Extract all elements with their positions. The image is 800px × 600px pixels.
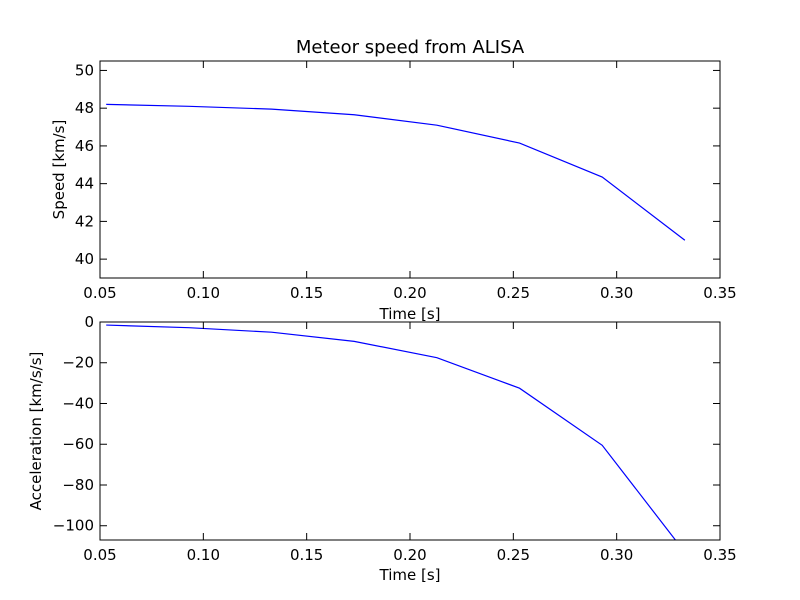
speed-x-axis-label: Time [s]: [379, 305, 441, 323]
acceleration-series-line: [106, 324, 677, 540]
speed-x-tick-label: 0.20: [393, 284, 426, 302]
acceleration-x-tick-label: 0.15: [290, 546, 323, 564]
acceleration-y-tick-label: −20: [62, 354, 94, 372]
speed-x-tick-label: 0.30: [600, 284, 633, 302]
speed-x-tick-label: 0.15: [290, 284, 323, 302]
acceleration-axes-frame: [99, 321, 721, 541]
acceleration-x-tick-label: 0.30: [600, 546, 633, 564]
speed-subplot: Meteor speed from ALISA 0.05 0.10 0.15 0.20…: [50, 37, 737, 323]
acceleration-y-tick-label: −80: [62, 476, 94, 494]
acceleration-subplot: 0.05 0.10 0.15 0.20 0.25 0.30 0.35 0 −20 −40 −60 −8…: [27, 313, 737, 584]
speed-chart-title: Meteor speed from ALISA: [296, 37, 525, 58]
speed-y-axis-label: Speed [km/s]: [50, 120, 68, 220]
acceleration-x-axis-label: Time [s]: [379, 566, 441, 584]
speed-y-tick-label: 40: [75, 250, 94, 268]
speed-y-tick-label: 48: [75, 99, 94, 117]
speed-x-tick-label: 0.10: [187, 284, 220, 302]
speed-x-tick-label: 0.05: [83, 284, 116, 302]
acceleration-y-tick-label: −100: [53, 517, 94, 535]
speed-series-line: [106, 103, 686, 241]
speed-axes-frame: [99, 60, 721, 279]
acceleration-x-tick-label: 0.25: [497, 546, 530, 564]
acceleration-y-axis-label: Acceleration [km/s/s]: [27, 352, 45, 511]
acceleration-y-tick-label: 0: [84, 313, 94, 331]
speed-y-tick-label: 46: [75, 137, 94, 155]
speed-y-tick-label: 42: [75, 212, 94, 230]
acceleration-x-tick-label: 0.20: [393, 546, 426, 564]
acceleration-y-tick-label: −60: [62, 435, 94, 453]
acceleration-x-tick-label: 0.05: [83, 546, 116, 564]
speed-y-tick-label: 50: [75, 61, 94, 79]
speed-x-tick-label: 0.25: [497, 284, 530, 302]
speed-x-tick-label: 0.35: [703, 284, 736, 302]
acceleration-plot-area: 0.05 0.10 0.15 0.20 0.25 0.30 0.35 0 −20 −40 −60 −8…: [53, 313, 737, 564]
acceleration-x-tick-label: 0.35: [703, 546, 736, 564]
acceleration-y-tick-label: −40: [62, 394, 94, 412]
speed-plot-area: 0.05 0.10 0.15 0.20 0.25 0.30 0.35 40 42 44 46 48 50: [75, 61, 737, 302]
speed-y-tick-label: 44: [75, 175, 94, 193]
acceleration-x-tick-label: 0.10: [187, 546, 220, 564]
